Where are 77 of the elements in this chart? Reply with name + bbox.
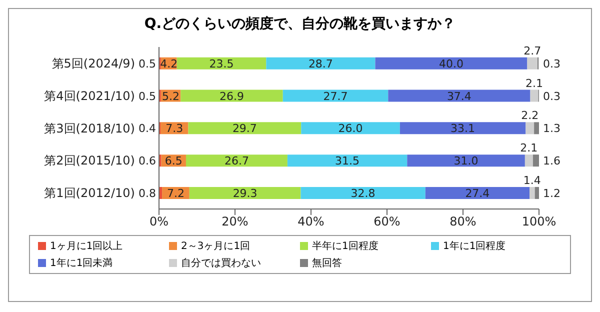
- data-label: 7.3: [166, 122, 184, 136]
- data-label: 6.5: [164, 154, 182, 168]
- bar: [530, 90, 538, 102]
- data-label: 2.2: [521, 109, 539, 122]
- legend-label: 1年に1回程度: [443, 240, 506, 253]
- y-tick-label: 第4回(2021/10): [44, 88, 135, 103]
- y-tick-label: 第1回(2012/10): [44, 186, 135, 200]
- data-label: 0.3: [543, 90, 560, 103]
- legend-label: 1ヶ月に1回以上: [50, 240, 123, 253]
- y-tick-label: 第2回(2015/10): [44, 154, 135, 168]
- bar: [400, 122, 526, 134]
- x-tick-label: 20%: [222, 214, 248, 229]
- data-label: 27.7: [323, 90, 348, 103]
- data-label: 29.7: [232, 122, 257, 136]
- data-label: 26.9: [220, 90, 244, 103]
- y-tick-label: 第5回(2024/9): [52, 56, 135, 70]
- data-label: 27.4: [465, 186, 490, 200]
- data-label: 1.2: [543, 186, 560, 200]
- data-label: 1.3: [543, 122, 560, 136]
- bar: [388, 90, 530, 102]
- legend-label: 2～3ヶ月に1回: [181, 240, 250, 253]
- bar: [530, 186, 535, 199]
- bar: [176, 57, 266, 70]
- data-label: 0.6: [138, 154, 156, 168]
- x-tick-label: 100%: [522, 214, 556, 229]
- bar: [180, 90, 283, 102]
- x-tick-label: 0%: [149, 214, 169, 229]
- data-label: 33.1: [450, 122, 476, 136]
- legend-label: 自分では買わない: [181, 257, 261, 270]
- data-label: 26.0: [338, 122, 363, 136]
- bar: [189, 186, 301, 199]
- data-label: 23.5: [209, 57, 234, 70]
- bar: [527, 57, 538, 70]
- bar: [526, 122, 534, 134]
- data-label: 7.2: [166, 186, 184, 200]
- bar: [186, 154, 288, 167]
- data-label: 1.4: [523, 174, 541, 187]
- data-label: 1.6: [543, 154, 560, 168]
- data-label: 32.8: [350, 186, 376, 200]
- data-label: 28.7: [308, 57, 333, 70]
- bar: [532, 154, 539, 167]
- data-label: 2.7: [524, 44, 542, 58]
- legend-label: 1年に1回未満: [50, 256, 113, 270]
- data-label: 31.5: [335, 154, 360, 168]
- bar: [188, 122, 302, 134]
- x-tick-label: 60%: [374, 214, 400, 229]
- bar: [425, 186, 530, 199]
- data-label: 4.2: [160, 57, 178, 70]
- x-tick-label: 80%: [450, 214, 476, 229]
- data-label: 2.1: [526, 76, 543, 90]
- chart-title: Q.どのくらいの頻度で、自分の靴を買いますか？: [143, 15, 457, 33]
- data-label: 29.3: [232, 186, 258, 200]
- data-label: 0.5: [138, 57, 156, 70]
- data-label: 0.4: [138, 122, 156, 136]
- bar: [287, 154, 408, 167]
- bar: [524, 154, 533, 167]
- data-label: 37.4: [446, 90, 472, 103]
- bar: [282, 90, 388, 102]
- bar: [534, 122, 539, 134]
- bar: [534, 186, 539, 199]
- legend-label: 無回答: [312, 257, 342, 270]
- data-label: 40.0: [438, 57, 464, 70]
- data-label: 31.0: [454, 154, 478, 168]
- legend-label: 半年に1回程度: [312, 240, 378, 253]
- bar: [407, 154, 525, 167]
- data-label: 0.3: [543, 57, 560, 70]
- bar: [266, 57, 376, 70]
- data-label: 0.8: [138, 186, 156, 200]
- data-label: 2.1: [520, 142, 538, 155]
- y-tick-label: 第3回(2018/10): [44, 121, 135, 136]
- data-label: 5.2: [162, 90, 180, 103]
- bar: [375, 57, 528, 70]
- bar: [301, 122, 400, 134]
- data-label: 0.5: [138, 90, 156, 103]
- bar: [300, 186, 426, 199]
- data-label: 26.7: [224, 154, 249, 168]
- x-tick-label: 40%: [298, 214, 324, 229]
